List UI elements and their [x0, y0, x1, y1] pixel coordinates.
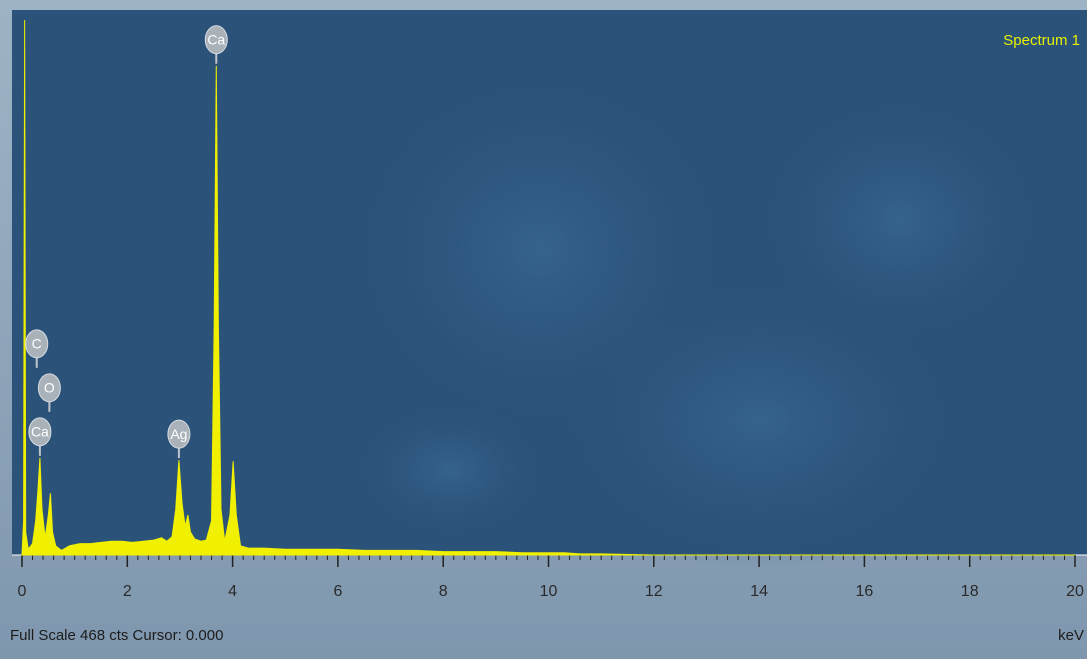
x-tick-label: 2 — [123, 583, 132, 600]
x-tick-label: 16 — [856, 583, 874, 600]
x-tick-label: 10 — [540, 583, 558, 600]
x-tick-label: 20 — [1066, 583, 1084, 600]
marker-label: O — [44, 380, 55, 396]
page: {"chart_data": { "type": "area", "title"… — [0, 0, 1087, 659]
marker-label: Ag — [170, 426, 187, 442]
marker-label: C — [32, 336, 42, 352]
background-blob — [350, 400, 550, 540]
x-tick-label: 4 — [228, 583, 237, 600]
spectrum-window: Spectrum 1 Full Scale 468 cts Cursor: 0.… — [0, 0, 1087, 659]
background-blob — [750, 90, 1050, 350]
marker-label: Ca — [207, 31, 225, 47]
x-tick-label: 18 — [961, 583, 979, 600]
status-footer: Full Scale 468 cts Cursor: 0.000 — [10, 627, 223, 644]
x-tick-label: 12 — [645, 583, 663, 600]
x-tick-label: 6 — [333, 583, 342, 600]
x-tick-label: 14 — [750, 583, 768, 600]
x-tick-label: 0 — [18, 583, 27, 600]
x-tick-label: 8 — [439, 583, 448, 600]
marker-label: Ca — [31, 424, 49, 440]
x-axis-unit: keV — [1058, 627, 1084, 644]
spectrum-title: Spectrum 1 — [1003, 32, 1080, 49]
